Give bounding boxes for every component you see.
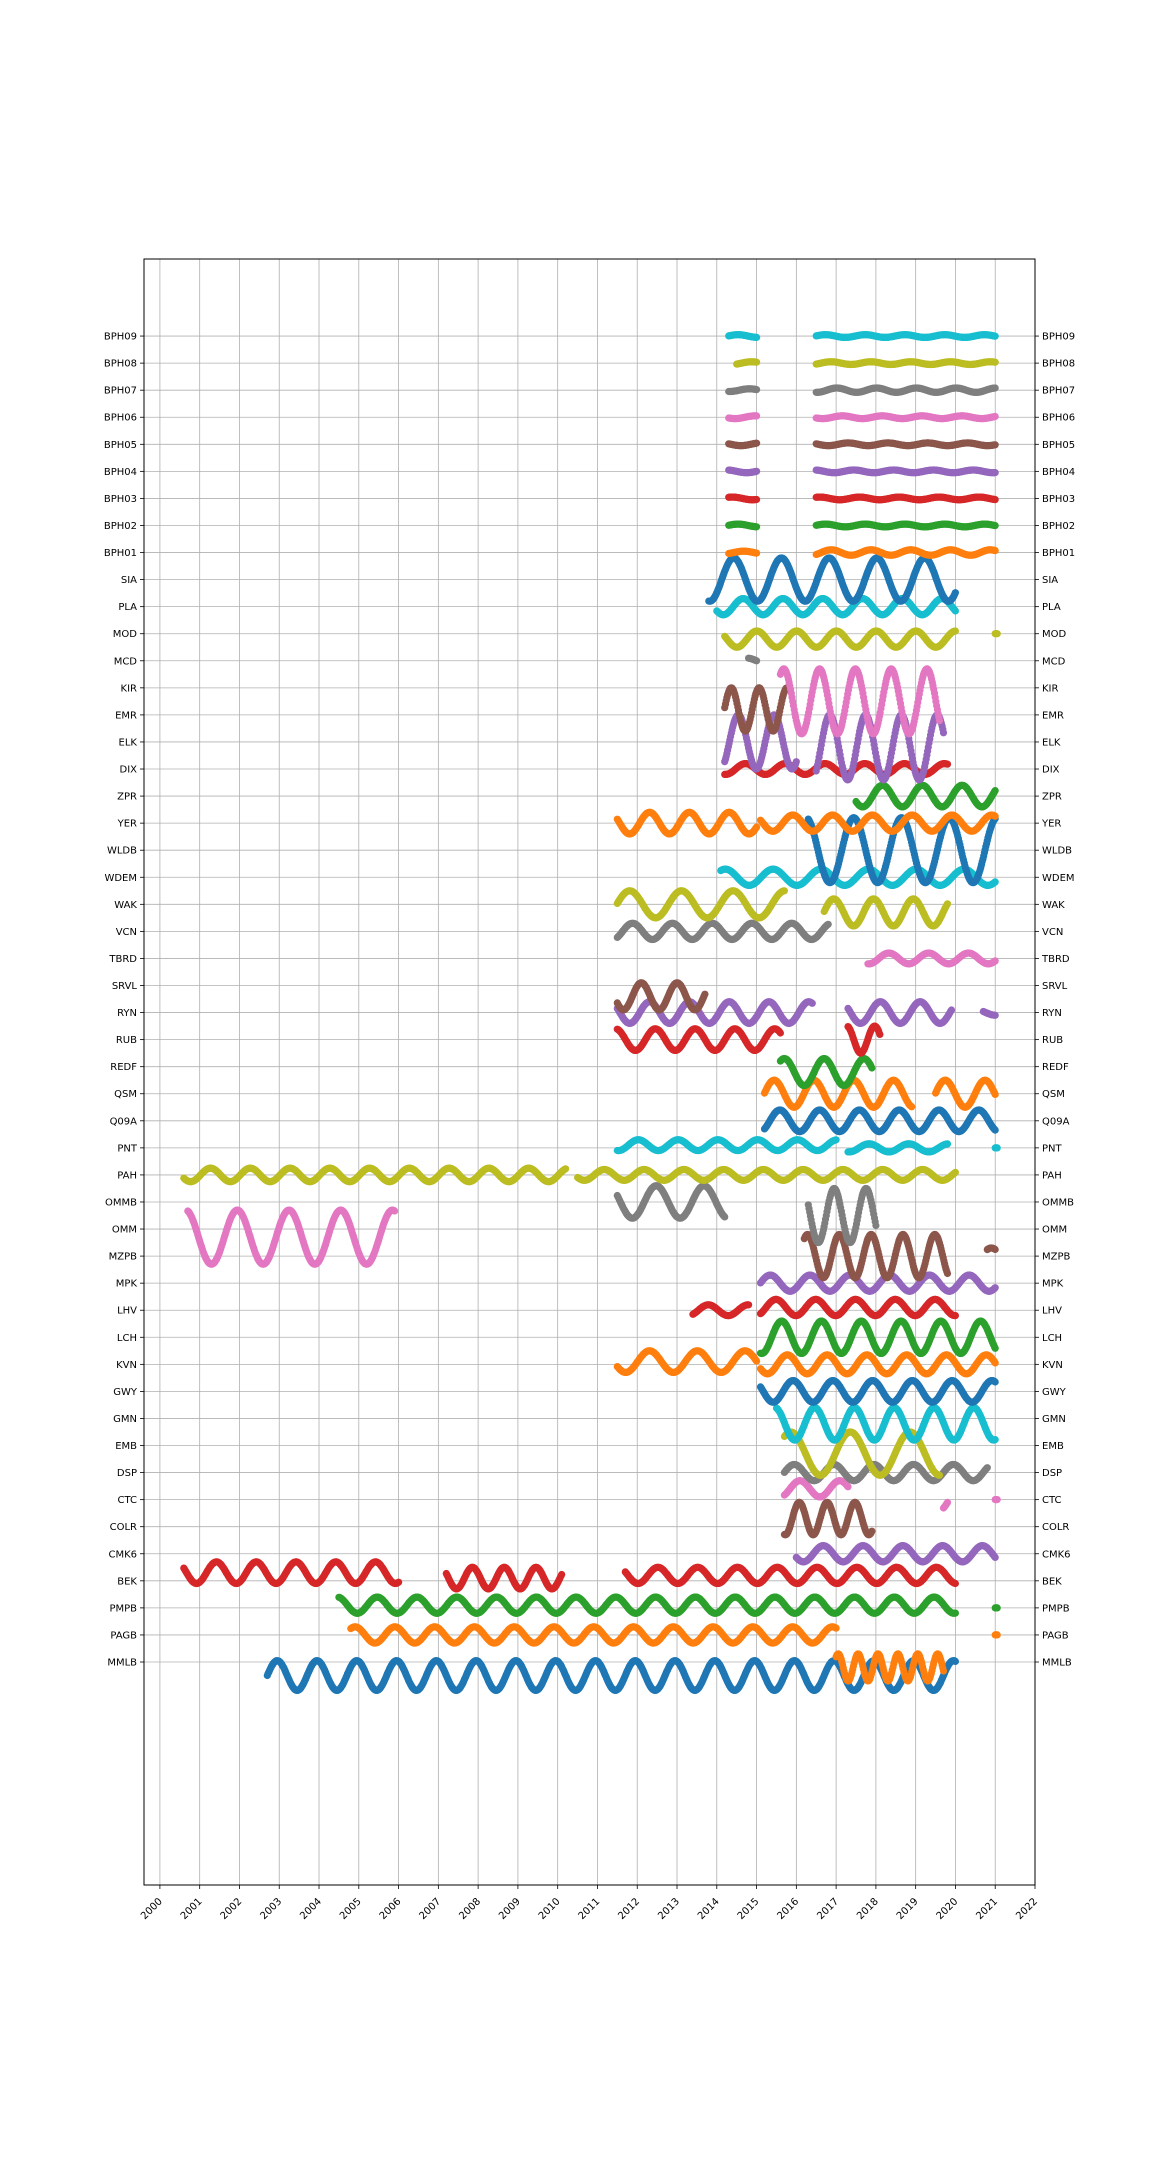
data-point: [936, 1472, 943, 1479]
data-point: [952, 1658, 959, 1665]
data-point: [952, 1580, 959, 1587]
data-point: [984, 1464, 991, 1471]
data-point: [994, 1496, 1001, 1503]
data-point: [833, 1625, 840, 1632]
grid: [144, 259, 1035, 1885]
data-point: [844, 1483, 851, 1490]
data-point: [868, 1528, 875, 1535]
data-point: [558, 1571, 565, 1578]
data-point: [992, 1554, 999, 1561]
data-point: [944, 1499, 951, 1506]
data-point: [994, 1604, 1001, 1611]
data-point: [952, 1610, 959, 1617]
data-point: [395, 1579, 402, 1586]
data-point: [992, 1436, 999, 1443]
data-point: [994, 1631, 1001, 1638]
series-pmpb: [335, 1594, 1001, 1617]
data-point: [940, 1667, 947, 1674]
series-gmn: [773, 1404, 999, 1444]
series-colr: [781, 1499, 876, 1539]
